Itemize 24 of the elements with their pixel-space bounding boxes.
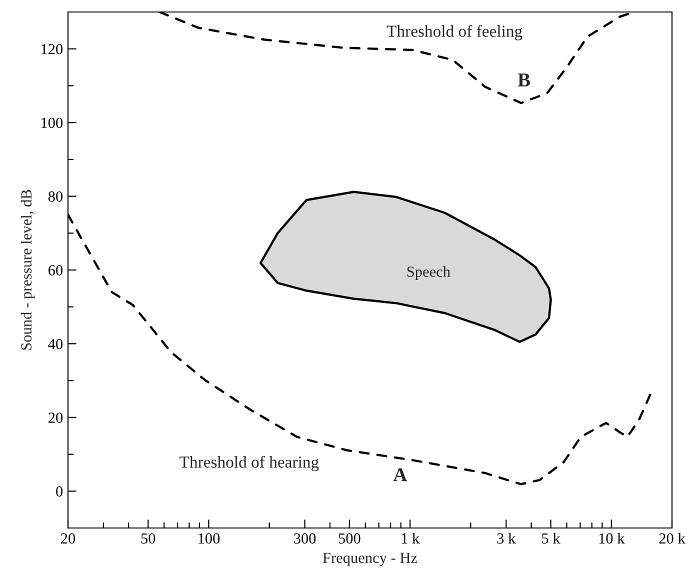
y-axis-title: Sound - pressure level, dB: [20, 190, 35, 350]
x-tick-label: 300: [294, 533, 316, 544]
y-tick-label: 120: [42, 44, 63, 54]
series-label: Speech: [407, 266, 450, 280]
y-tick-label: 20: [48, 412, 63, 423]
x-tick-label: 5 k: [542, 532, 560, 544]
x-tick-label: 10 k: [599, 532, 625, 544]
x-tick-label: 500: [338, 533, 360, 544]
annotation: B: [518, 74, 530, 86]
y-tick-label: 100: [42, 118, 63, 128]
annotation: Threshold of hearing: [180, 456, 319, 472]
x-axis-title: Frequency - Hz: [322, 552, 418, 566]
x-tick-label: 1 k: [402, 532, 420, 544]
y-tick-label: 60: [48, 265, 63, 276]
x-tick-label: 20: [61, 533, 76, 544]
x-tick-label: 100: [198, 533, 220, 544]
x-tick-label: 20 k: [659, 532, 686, 544]
y-tick-label: 0: [56, 486, 63, 497]
annotation: A: [393, 468, 408, 482]
annotation: Threshold of feeling: [386, 24, 522, 40]
x-tick-label: 50: [141, 533, 156, 544]
y-tick-label: 80: [48, 191, 63, 202]
x-tick-label: 3 k: [497, 532, 516, 544]
y-tick-label: 40: [48, 338, 63, 350]
